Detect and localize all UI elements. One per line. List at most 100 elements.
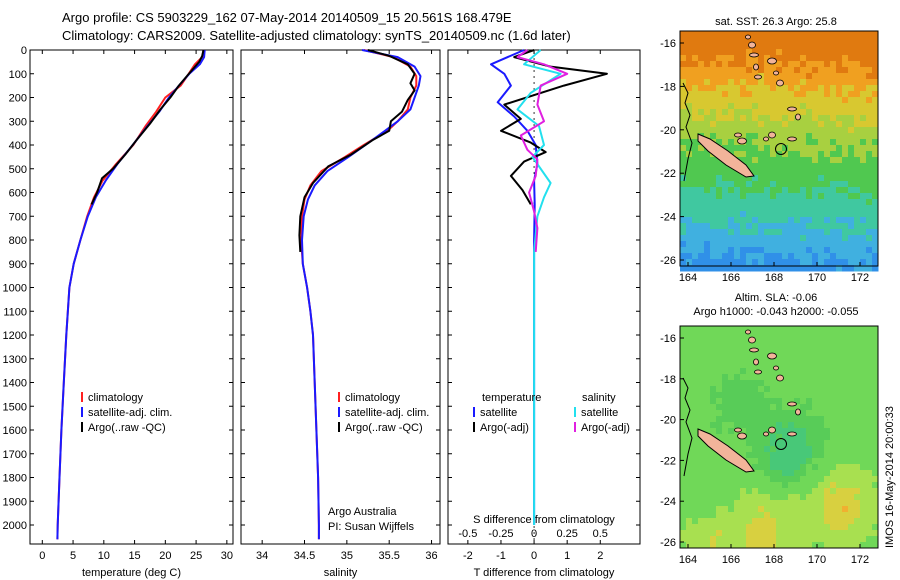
map-cell — [860, 223, 867, 230]
map-cell — [710, 235, 717, 242]
map-cell — [860, 259, 867, 266]
map-cell — [728, 235, 735, 242]
map-cell — [686, 37, 693, 44]
map-cell — [728, 380, 735, 387]
legend-label: satellite-adj. clim. — [88, 407, 172, 419]
map-cell — [746, 67, 753, 74]
island — [768, 131, 776, 139]
map-cell — [788, 488, 795, 495]
map-cell — [860, 350, 867, 357]
map-cell — [788, 428, 795, 435]
map-cell — [812, 350, 819, 357]
map-cell — [680, 398, 687, 405]
map-cell — [830, 31, 837, 38]
map-cell — [788, 259, 795, 266]
map-cell — [872, 506, 879, 513]
map-cell — [836, 332, 843, 339]
map-cell — [830, 241, 837, 248]
map-cell — [860, 121, 867, 128]
map-cell — [722, 79, 729, 86]
map-cell — [866, 73, 873, 80]
map-cell — [848, 49, 855, 56]
map-cell — [764, 344, 771, 351]
island — [753, 63, 759, 71]
map-cell — [704, 392, 711, 399]
map-cell — [830, 542, 837, 549]
map-cell — [752, 247, 759, 254]
map-cell — [746, 494, 753, 501]
map-cell — [872, 109, 879, 116]
map-cell — [800, 488, 807, 495]
map-cell — [818, 61, 825, 68]
map-cell — [752, 217, 759, 224]
map-cell — [698, 344, 705, 351]
map-cell — [854, 536, 861, 543]
map-cell — [704, 241, 711, 248]
map-cell — [812, 139, 819, 146]
map-cell — [740, 73, 747, 80]
map-cell — [836, 37, 843, 44]
map-cell — [692, 55, 699, 62]
map-cell — [836, 410, 843, 417]
map-cell — [824, 338, 831, 345]
map-cell — [716, 362, 723, 369]
map-cell — [740, 223, 747, 230]
y-tick-label: 1400 — [3, 378, 27, 390]
map-cell — [692, 241, 699, 248]
map-cell — [824, 133, 831, 140]
map-cell — [758, 259, 765, 266]
map-cell — [770, 452, 777, 459]
map-cell — [860, 145, 867, 152]
map-cell — [782, 416, 789, 423]
island — [773, 70, 779, 76]
map-cell — [746, 380, 753, 387]
map-cell — [722, 398, 729, 405]
map-cell — [746, 488, 753, 495]
map-cell — [704, 326, 711, 333]
map-cell — [692, 464, 699, 471]
map-cell — [764, 500, 771, 507]
x-tick-label: 34 — [256, 550, 268, 562]
map-cell — [818, 67, 825, 74]
map-cell — [692, 422, 699, 429]
map-cell — [758, 115, 765, 122]
map-cell — [782, 542, 789, 549]
map-cell — [692, 193, 699, 200]
map-cell — [734, 326, 741, 333]
map-cell — [818, 229, 825, 236]
map-cell — [746, 85, 753, 92]
map-cell — [824, 121, 831, 128]
map-cell — [824, 530, 831, 537]
map-cell — [686, 488, 693, 495]
map-cell — [740, 542, 747, 549]
map-cell — [728, 440, 735, 447]
map-cell — [722, 482, 729, 489]
map-cell — [776, 506, 783, 513]
map-cell — [842, 61, 849, 68]
map-cell — [716, 169, 723, 176]
map-cell — [686, 211, 693, 218]
map-cell — [764, 416, 771, 423]
map-cell — [812, 524, 819, 531]
map-cell — [848, 169, 855, 176]
map-cell — [812, 368, 819, 375]
map-cell — [770, 223, 777, 230]
map-cell — [770, 536, 777, 543]
map-cell — [770, 464, 777, 471]
map-cell — [848, 241, 855, 248]
map-cell — [758, 181, 765, 188]
map-cell — [728, 37, 735, 44]
map-cell — [872, 37, 879, 44]
map-cell — [854, 380, 861, 387]
map-cell — [692, 410, 699, 417]
map-cell — [872, 241, 879, 248]
map-cell — [746, 482, 753, 489]
map-cell — [692, 61, 699, 68]
map-cell — [854, 410, 861, 417]
map-cell — [686, 500, 693, 507]
map-cell — [794, 524, 801, 531]
map-cell — [770, 103, 777, 110]
map-cell — [800, 542, 807, 549]
map-cell — [734, 79, 741, 86]
map-cell — [836, 464, 843, 471]
